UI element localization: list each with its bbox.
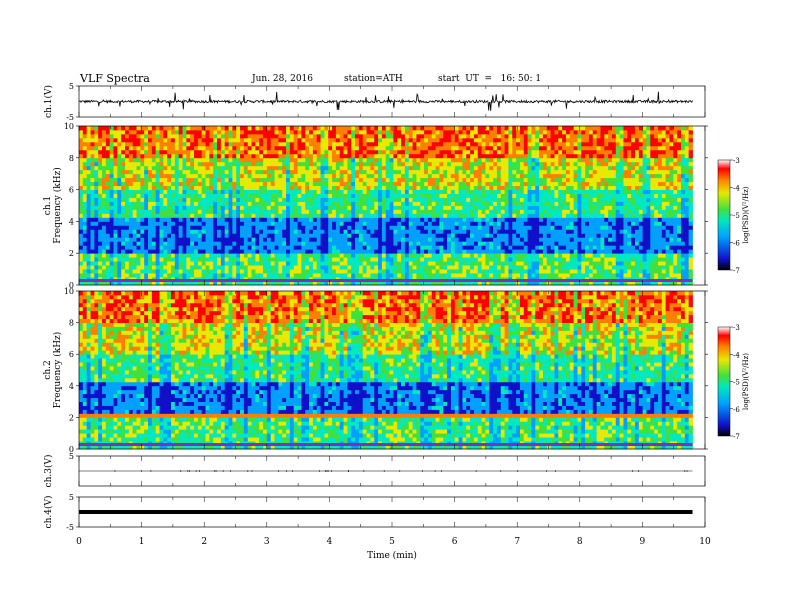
x-tick-label: 8 — [577, 537, 583, 547]
y-tick-label: 8 — [69, 154, 74, 163]
y-tick-label: 10 — [64, 287, 74, 296]
x-tick-label: 2 — [201, 537, 207, 547]
x-tick-label: 0 — [76, 537, 82, 547]
waveform-ylabel: ch.3(V) — [43, 455, 54, 488]
x-tick-label: 6 — [452, 537, 458, 547]
x-tick-label: 4 — [327, 537, 333, 547]
y-tick-label: 5 — [69, 82, 74, 91]
waveform-4 — [79, 510, 693, 514]
colorbar — [717, 159, 731, 271]
colorbar-label: log(PSD)(V²/Hz) — [742, 353, 750, 410]
spectrogram-ch2 — [79, 291, 693, 450]
y-tick-label: 6 — [69, 186, 74, 195]
colorbar-tick-label: -7 — [733, 267, 740, 275]
spectrogram-ylabel: ch.2 — [43, 360, 53, 379]
y-tick-label: 5 — [69, 452, 74, 461]
x-tick-label: 3 — [264, 537, 270, 547]
spectrogram-ylabel: ch.1 — [43, 196, 53, 215]
spectrogram-ylabel: Frequency (kHz) — [52, 332, 63, 409]
y-tick-label: 4 — [69, 382, 74, 391]
colorbar-tick-label: -4 — [733, 185, 740, 193]
x-tick-label: 5 — [389, 537, 395, 547]
y-tick-label: -5 — [66, 113, 74, 122]
start-time-label: start UT = 16: 50: 1 — [438, 74, 542, 84]
colorbar-tick-label: -7 — [733, 433, 740, 441]
y-tick-label: 2 — [69, 413, 74, 422]
waveform-ylabel: ch.4(V) — [43, 496, 54, 529]
x-tick-label: 7 — [514, 537, 520, 547]
chart-title: VLF Spectra — [80, 72, 150, 85]
x-tick-label: 1 — [139, 537, 145, 547]
ch1-waveform-line — [78, 91, 693, 111]
colorbar-tick-label: -3 — [733, 324, 740, 332]
spectrogram-ylabel: Frequency (kHz) — [52, 167, 63, 244]
y-tick-label: 4 — [69, 217, 74, 226]
y-tick-label: 10 — [64, 122, 74, 131]
y-tick-label: 8 — [69, 319, 74, 328]
low-freq-band — [79, 279, 693, 282]
y-tick-label: 0 — [69, 281, 74, 290]
spectrogram-ch1 — [79, 126, 693, 286]
date-label: Jun. 28, 2016 — [252, 74, 314, 84]
y-tick-label: 6 — [69, 350, 74, 359]
colorbar-tick-label: -5 — [733, 212, 740, 220]
ch4-waveform-line — [79, 510, 693, 514]
x-tick-label: 10 — [699, 537, 711, 547]
colorbar-tick-label: -4 — [733, 351, 740, 359]
y-tick-label: 0 — [69, 445, 74, 454]
waveform-0 — [78, 91, 693, 111]
low-freq-band — [79, 443, 693, 446]
colorbar-tick-label: -6 — [733, 406, 740, 414]
station-label: station=ATH — [344, 74, 403, 84]
y-tick-label: 5 — [69, 493, 74, 502]
colorbar — [717, 326, 731, 437]
y-tick-label: -5 — [66, 523, 74, 532]
x-tick-label: 9 — [640, 537, 646, 547]
colorbar-tick-label: -3 — [733, 157, 740, 165]
waveform-ylabel: ch.1(V) — [43, 85, 54, 118]
colorbar-tick-label: -5 — [733, 379, 740, 387]
waveform-3 — [79, 470, 693, 472]
y-tick-label: 2 — [69, 249, 74, 258]
x-axis-label: Time (min) — [367, 550, 417, 561]
colorbar-label: log(PSD)(V²/Hz) — [742, 186, 750, 243]
colorbar-tick-label: -6 — [733, 240, 740, 248]
